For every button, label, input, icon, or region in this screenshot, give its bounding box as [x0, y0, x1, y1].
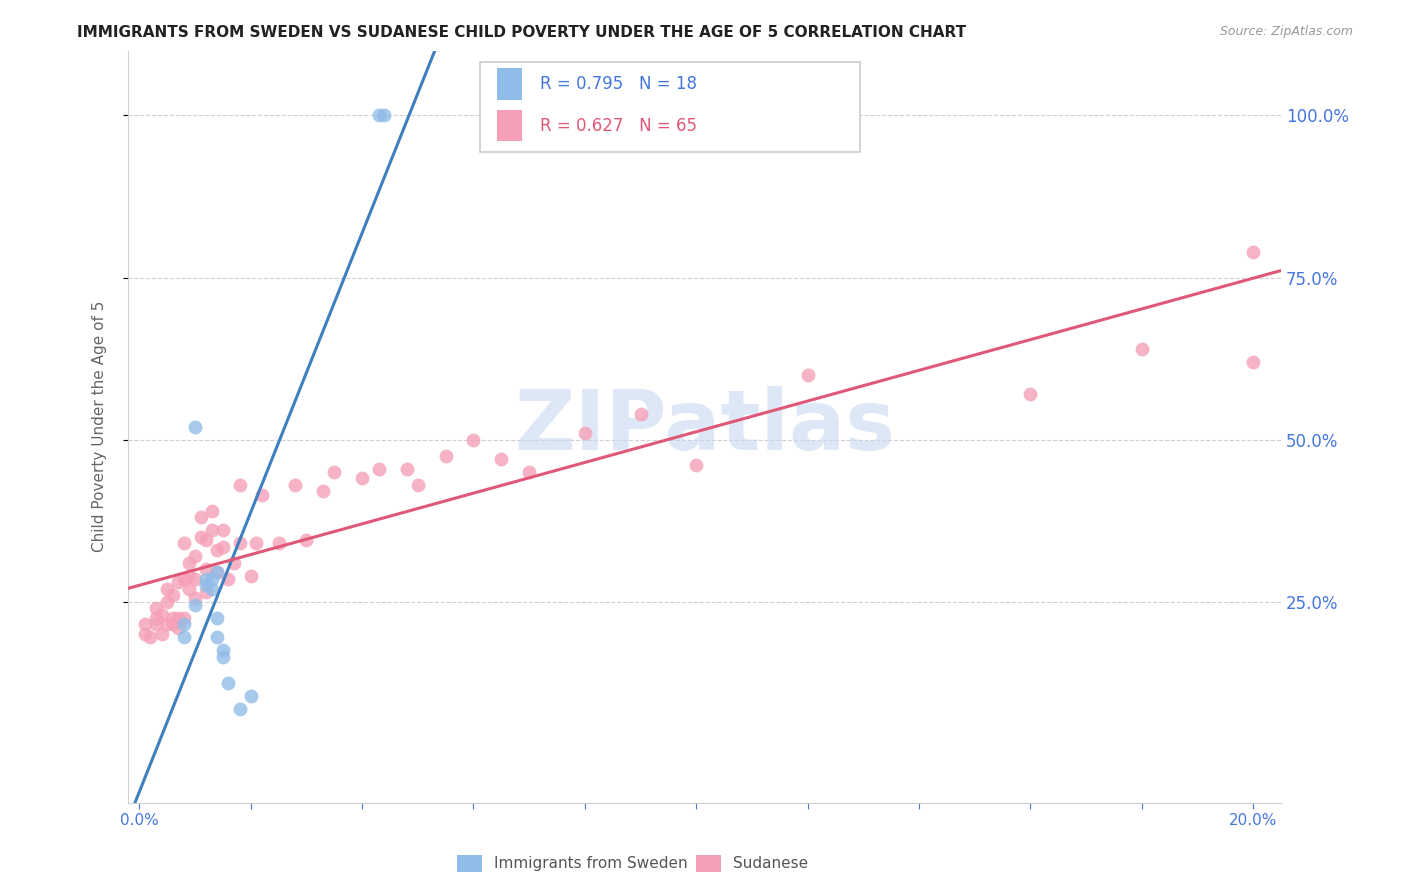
Point	[173, 630, 195, 644]
Bar	[498, 69, 523, 100]
Point	[222, 556, 245, 570]
Point	[184, 419, 207, 434]
Point	[201, 524, 224, 538]
Point	[134, 617, 156, 632]
Point	[162, 588, 184, 602]
Point	[323, 465, 346, 479]
Point	[173, 611, 195, 625]
Point	[312, 484, 335, 499]
Point	[367, 108, 389, 122]
Point	[239, 568, 262, 582]
Point	[217, 675, 239, 690]
Point	[211, 540, 233, 554]
Point	[207, 566, 229, 580]
Point	[190, 510, 212, 524]
Point	[1019, 387, 1042, 401]
Point	[267, 536, 290, 550]
Point	[179, 556, 201, 570]
Point	[162, 617, 184, 632]
Text: IMMIGRANTS FROM SWEDEN VS SUDANESE CHILD POVERTY UNDER THE AGE OF 5 CORRELATION : IMMIGRANTS FROM SWEDEN VS SUDANESE CHILD…	[77, 25, 966, 40]
Point	[1241, 355, 1264, 369]
Text: R = 0.795   N = 18: R = 0.795 N = 18	[540, 75, 697, 93]
Point	[434, 449, 457, 463]
Text: Source: ZipAtlas.com: Source: ZipAtlas.com	[1219, 25, 1353, 38]
Point	[179, 582, 201, 596]
Point	[284, 478, 307, 492]
Point	[517, 465, 540, 479]
Point	[156, 594, 179, 608]
Point	[207, 566, 229, 580]
Point	[406, 478, 429, 492]
Point	[139, 630, 162, 644]
Point	[145, 601, 167, 615]
Point	[201, 582, 224, 596]
Point	[217, 572, 239, 586]
Y-axis label: Child Poverty Under the Age of 5: Child Poverty Under the Age of 5	[93, 301, 107, 552]
Point	[685, 458, 707, 473]
Point	[162, 611, 184, 625]
Point	[245, 536, 267, 550]
Point	[156, 617, 179, 632]
Point	[574, 426, 596, 441]
Point	[491, 452, 513, 467]
Bar	[498, 110, 523, 141]
Point	[201, 572, 224, 586]
Point	[179, 568, 201, 582]
Point	[463, 433, 485, 447]
Point	[295, 533, 318, 547]
Point	[190, 530, 212, 544]
Point	[150, 627, 173, 641]
Point	[195, 572, 218, 586]
Point	[211, 643, 233, 657]
Text: Sudanese: Sudanese	[733, 856, 807, 871]
Point	[228, 701, 250, 715]
Point	[150, 607, 173, 622]
Point	[1241, 244, 1264, 259]
Point	[228, 536, 250, 550]
Point	[184, 549, 207, 564]
Text: R = 0.627   N = 65: R = 0.627 N = 65	[540, 117, 697, 135]
Point	[211, 524, 233, 538]
Point	[239, 689, 262, 703]
Point	[173, 617, 195, 632]
Point	[207, 630, 229, 644]
Point	[228, 478, 250, 492]
Point	[195, 585, 218, 599]
Point	[373, 108, 395, 122]
Point	[184, 572, 207, 586]
Point	[167, 575, 190, 590]
Point	[184, 598, 207, 612]
Bar	[479, 62, 860, 153]
Point	[145, 611, 167, 625]
Point	[395, 461, 418, 475]
Point	[167, 621, 190, 635]
Point	[173, 536, 195, 550]
Point	[352, 471, 374, 485]
Point	[630, 407, 652, 421]
Point	[167, 611, 190, 625]
Point	[796, 368, 818, 382]
Point	[145, 617, 167, 632]
Point	[134, 627, 156, 641]
Point	[207, 611, 229, 625]
Point	[367, 461, 389, 475]
Point	[195, 533, 218, 547]
Point	[156, 582, 179, 596]
Point	[211, 649, 233, 664]
Point	[1130, 342, 1153, 356]
Text: Immigrants from Sweden: Immigrants from Sweden	[494, 856, 688, 871]
Point	[195, 562, 218, 576]
Text: ZIPatlas: ZIPatlas	[515, 386, 896, 467]
Point	[201, 504, 224, 518]
Point	[207, 542, 229, 557]
Point	[250, 488, 273, 502]
Point	[184, 591, 207, 606]
Point	[195, 578, 218, 592]
Point	[173, 572, 195, 586]
